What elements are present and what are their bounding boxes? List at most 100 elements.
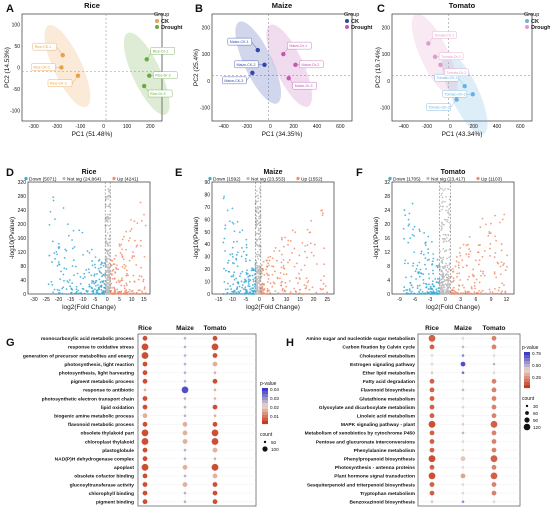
up-point [457,288,460,291]
notsig-point [258,232,261,235]
notsig-point [446,211,449,214]
down-point [224,227,227,230]
down-point [247,281,250,283]
notsig-point [106,249,108,252]
up-point [274,247,277,249]
notsig-point [443,286,446,289]
down-point [57,292,60,294]
up-point [125,284,128,287]
down-point [103,282,106,285]
down-point [100,263,102,266]
up-point [309,242,312,245]
notsig-point [441,208,443,211]
notsig-point [109,235,111,238]
notsig-point [259,274,261,276]
notsig-point [447,271,449,273]
down-point [90,286,93,289]
label-leader [251,41,258,51]
notsig-point [259,191,261,193]
down-point [431,263,433,266]
sample-label: Tomato-CK-3 [429,106,450,110]
up-point [480,274,482,277]
down-point [248,285,251,288]
down-point [237,282,240,284]
label-box [31,63,56,71]
row-label: Amino sugar and nucleotide sugar metabol… [306,336,416,342]
up-point [128,280,131,283]
dot-marker [491,482,497,487]
size-legend-marker [262,446,268,452]
down-point [103,262,106,264]
notsig-point [445,283,448,286]
notsig-point [447,233,449,236]
up-point [304,244,307,247]
size-legend-marker [263,440,267,444]
volcano-panel-maize: E Maize Down (1592) Not sig (23,553) Up (155… [175,167,335,311]
up-point [262,282,265,285]
dot-marker [141,438,149,445]
notsig-point [259,221,261,224]
down-point [415,267,418,270]
up-point [454,265,457,268]
down-point [432,285,435,288]
notsig-point [443,288,445,291]
down-point [57,247,60,250]
down-point [436,290,438,293]
dot-marker [429,344,435,350]
notsig-point [106,260,109,263]
down-point [55,250,58,253]
up-point [129,230,132,232]
down-point [90,274,93,277]
up-point [456,272,459,275]
up-point [293,265,296,268]
up-point [489,291,492,293]
down-point [102,292,105,295]
notsig-point [259,255,261,257]
down-point [58,289,61,292]
down-point [100,266,102,269]
x-tick-label: -10 [229,297,236,303]
up-point [506,254,509,257]
up-point [468,235,471,238]
notsig-point [109,213,111,216]
up-point [478,263,480,266]
dot-marker [428,455,436,463]
down-point [243,281,246,284]
down-point [422,279,425,281]
up-point [452,277,455,280]
up-point [113,287,116,290]
dot-marker [490,472,498,480]
down-point [66,223,69,226]
down-point [413,234,416,237]
colorbar-segment [524,361,530,365]
down-point [72,259,75,262]
colorbar-segment [524,382,530,386]
dot-marker [461,466,465,469]
up-point [282,258,285,261]
down-point [88,283,91,286]
notsig-point [105,255,108,258]
notsig-point [105,269,108,272]
up-point [139,201,142,204]
notsig-point [259,288,262,291]
dot-marker [142,421,148,427]
up-point [280,238,283,241]
up-point [265,259,268,262]
notsig-point [259,238,261,241]
down-point [231,253,234,255]
up-point [125,274,128,277]
up-point [262,268,264,270]
notsig-point [258,271,261,273]
up-point [502,264,505,267]
legend-label: CK [531,19,539,25]
drought-point [432,54,438,59]
down-point [428,283,430,286]
down-point [229,285,232,287]
notsig-point [446,277,449,279]
row-label: photosynthesis, light reaction [64,362,134,368]
panel-letter: D [6,167,14,179]
notsig-point [105,197,107,200]
sample-label: Maize-CK-2 [237,63,256,67]
up-point [458,266,460,269]
up-point [114,277,116,280]
